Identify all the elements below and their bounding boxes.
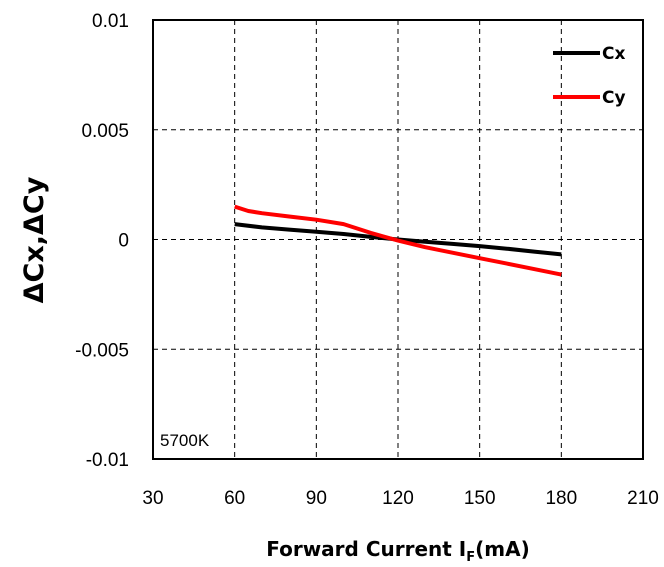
x-tick-label: 180: [545, 488, 577, 509]
legend-label-cy: Cy: [602, 88, 626, 108]
annotation-label: 5700K: [160, 431, 210, 450]
legend-label-cx: Cx: [602, 44, 625, 64]
series-line-cy: [234, 204, 562, 277]
x-tick-label: 150: [464, 488, 496, 509]
x-tick-label: 120: [382, 488, 414, 509]
x-tick-label: 60: [224, 488, 245, 509]
y-tick-label: 0: [118, 231, 129, 252]
grid-lines: [153, 20, 643, 459]
tick-labels: 30 60 90 120 150 180 210 0.01 0.005 0 -0.005 -0.01: [75, 11, 659, 509]
x-tick-label: 210: [627, 488, 659, 509]
legend: Cx Cy: [553, 44, 626, 108]
plot-frame: [152, 19, 644, 460]
y-tick-label: 0.01: [92, 11, 129, 32]
y-tick-label: -0.005: [75, 340, 129, 361]
series-lines: [234, 204, 562, 277]
y-axis-label: ΔCx,ΔCy: [19, 176, 50, 303]
y-tick-label: -0.01: [86, 450, 129, 471]
y-tick-label: 0.005: [81, 121, 129, 142]
x-axis-label: Forward Current IF(mA): [266, 537, 529, 565]
x-tick-label: 30: [142, 488, 163, 509]
x-axis-label-main: Forward Current I: [266, 537, 466, 561]
x-axis-label-subscript: F: [466, 550, 475, 565]
x-tick-label: 90: [306, 488, 327, 509]
x-axis-label-suffix: (mA): [475, 537, 530, 561]
